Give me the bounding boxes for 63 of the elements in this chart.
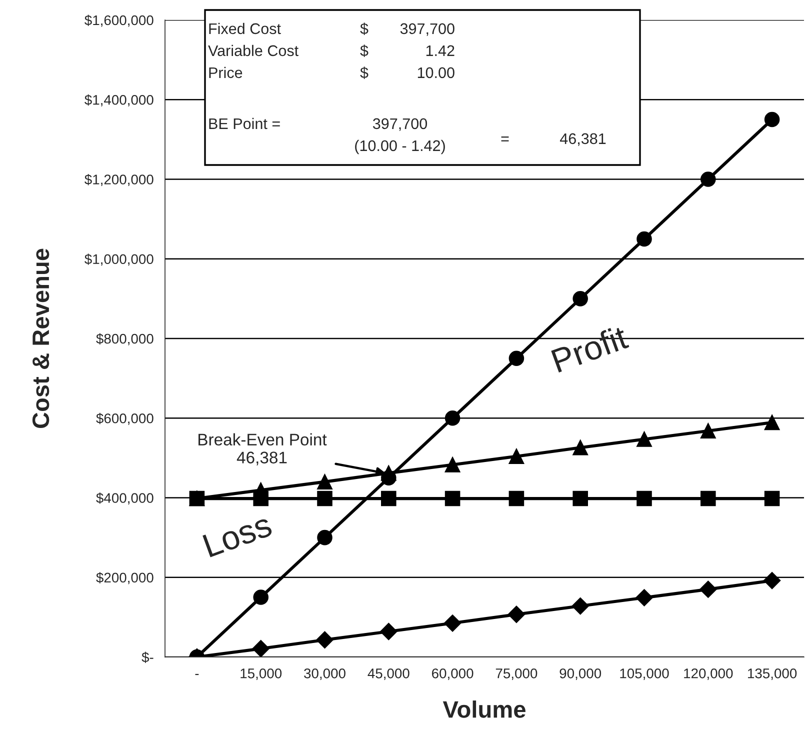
y-tick-label: $- <box>142 652 154 663</box>
point <box>636 490 652 506</box>
annotation: Profit <box>550 324 630 373</box>
point <box>508 350 524 366</box>
point <box>317 490 332 506</box>
y-tick-label: $1,600,000 <box>84 14 154 27</box>
point <box>508 606 525 623</box>
x-tick-label: 45,000 <box>368 668 410 680</box>
x-tick-label: 15,000 <box>240 668 282 680</box>
point <box>700 580 717 598</box>
x-tick-label: 120,000 <box>684 668 733 680</box>
point <box>444 457 460 472</box>
point <box>317 530 332 546</box>
x-tick-label: 60,000 <box>432 668 474 680</box>
point <box>380 622 398 640</box>
text: Variable Cost $ 1.42 <box>208 44 454 58</box>
text: BE Point = 397,700 <box>209 118 428 131</box>
point <box>253 490 268 506</box>
y-axis-title: Cost & Revenue <box>32 248 50 428</box>
x-tick-label: 105,000 <box>620 668 669 680</box>
point <box>764 572 781 590</box>
point <box>572 597 589 615</box>
point <box>636 231 652 247</box>
text: Price $ 10.00 <box>209 66 454 80</box>
y-tick-label: $800,000 <box>96 333 154 346</box>
point <box>700 490 716 506</box>
point <box>253 590 268 605</box>
y-tick-label: $400,000 <box>96 492 154 505</box>
x-axis-title: Volume <box>442 700 526 718</box>
point <box>444 614 462 632</box>
point <box>508 490 524 506</box>
point <box>572 440 588 456</box>
point <box>764 112 780 128</box>
annotation: Loss <box>202 512 274 558</box>
point <box>316 631 334 648</box>
annotation: Break-Even Point 46,381 <box>198 433 327 466</box>
point <box>444 490 460 506</box>
x-tick-label: 135,000 <box>748 668 797 680</box>
point <box>636 589 653 606</box>
point <box>444 410 460 426</box>
y-tick-label: $200,000 <box>96 572 154 584</box>
point <box>764 490 780 506</box>
point <box>700 172 716 187</box>
point <box>764 414 780 430</box>
point <box>317 474 332 490</box>
x-tick-label: 30,000 <box>304 668 346 680</box>
text: Fixed Cost $ 397,700 <box>209 22 454 36</box>
y-tick-label: $1,000,000 <box>84 254 154 266</box>
point <box>508 448 524 464</box>
x-tick-label: 75,000 <box>496 668 538 680</box>
point <box>381 490 396 506</box>
y-tick-label: $1,400,000 <box>84 94 154 106</box>
point <box>381 465 396 481</box>
x-tick-label: - <box>195 674 199 676</box>
y-tick-label: $600,000 <box>96 412 154 425</box>
point <box>252 640 270 657</box>
point <box>700 423 716 439</box>
y-tick-label: $1,200,000 <box>84 174 154 186</box>
x-tick-label: 90,000 <box>560 668 602 680</box>
point <box>636 432 652 447</box>
point <box>572 490 588 506</box>
point <box>572 291 588 306</box>
text: (10.00 - 1.42) = 46,381 <box>355 133 606 154</box>
